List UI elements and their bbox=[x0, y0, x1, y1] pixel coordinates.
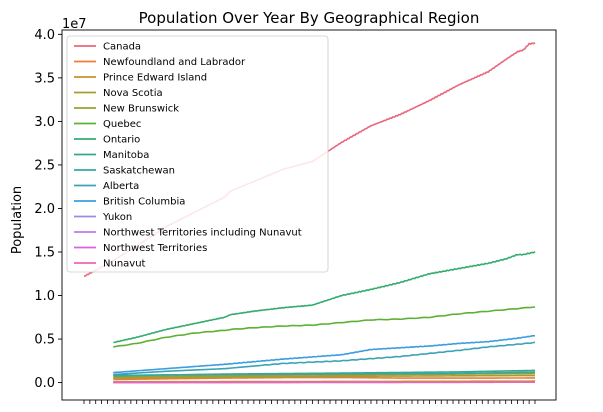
series-line-new-brunswick bbox=[113, 374, 535, 379]
legend-label: Saskatchewan bbox=[103, 166, 175, 177]
plot-lines bbox=[83, 42, 536, 384]
y-tick-label: 3.0 bbox=[34, 115, 55, 130]
legend-label: Ontario bbox=[103, 135, 140, 146]
y-tick-label: 2.5 bbox=[34, 158, 55, 173]
legend-label: Quebec bbox=[103, 119, 141, 130]
legend-label: Northwest Territories including Nunavut bbox=[103, 228, 302, 239]
y-tick-label: 4.0 bbox=[34, 28, 55, 43]
legend-label: Prince Edward Island bbox=[103, 73, 207, 84]
y-tick-label: 2.0 bbox=[34, 202, 55, 217]
series-line-ontario bbox=[113, 250, 536, 344]
legend: Canada Newfoundland and Labrador Prince Ed… bbox=[66, 35, 329, 273]
legend-label: Nova Scotia bbox=[103, 88, 163, 99]
series-line-alberta bbox=[113, 341, 536, 376]
y-tick-label: 0.0 bbox=[34, 376, 55, 391]
series-line-british-columbia bbox=[113, 334, 536, 374]
legend-label: Canada bbox=[103, 42, 141, 53]
x-axis bbox=[83, 400, 536, 404]
legend-label: Nunavut bbox=[103, 259, 146, 270]
y-tick-label: 3.5 bbox=[34, 71, 55, 86]
chart-title: Population Over Year By Geographical Reg… bbox=[139, 9, 480, 27]
legend-items: Canada Newfoundland and Labrador Prince Ed… bbox=[74, 42, 302, 270]
axes-frame bbox=[61, 29, 557, 401]
legend-label: Alberta bbox=[103, 181, 139, 192]
legend-box bbox=[66, 35, 329, 273]
y-axis-label: Population bbox=[10, 186, 25, 254]
legend-label: British Columbia bbox=[103, 197, 185, 208]
legend-label: Manitoba bbox=[103, 150, 149, 161]
legend-label: Newfoundland and Labrador bbox=[103, 57, 246, 68]
series-line-saskatchewan bbox=[113, 371, 536, 377]
legend-label: Yukon bbox=[102, 212, 132, 223]
series-line-quebec bbox=[113, 306, 536, 348]
y-tick-label: 0.5 bbox=[34, 333, 55, 348]
y-tick-label: 1.0 bbox=[34, 289, 55, 304]
series-line-newfoundland-and-labrador bbox=[113, 376, 536, 381]
y-offset-label: 1e7 bbox=[62, 17, 87, 32]
y-tick-label: 1.5 bbox=[34, 246, 55, 261]
legend-label: Northwest Territories bbox=[103, 243, 207, 254]
legend-label: New Brunswick bbox=[103, 104, 179, 115]
y-axis: 0.0 0.5 1.0 1.5 2.0 2.5 3.0 3.5 4.0 bbox=[34, 28, 62, 391]
